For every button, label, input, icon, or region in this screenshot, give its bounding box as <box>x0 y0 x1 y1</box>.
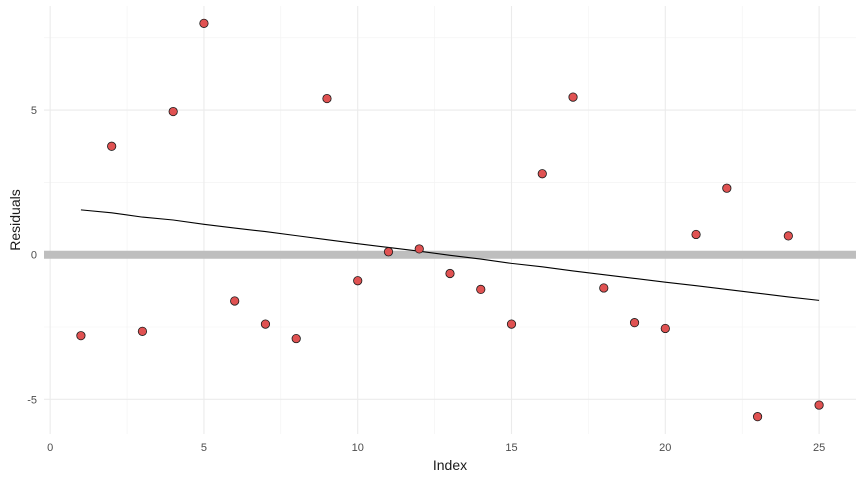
data-point <box>752 412 763 422</box>
x-tick-label: 5 <box>201 442 207 454</box>
data-point <box>537 169 547 179</box>
data-point <box>230 296 240 306</box>
x-tick-label: 20 <box>659 442 671 454</box>
data-point <box>322 93 332 104</box>
data-point <box>76 331 86 341</box>
data-point <box>506 319 517 329</box>
data-point <box>568 92 578 102</box>
x-tick-labels: 0 5 10 15 20 25 <box>47 442 825 454</box>
data-point <box>691 229 701 240</box>
data-point <box>476 284 486 295</box>
data-point <box>445 268 455 279</box>
trend-line <box>80 209 820 301</box>
data-point <box>783 231 793 241</box>
data-point <box>629 318 640 328</box>
y-axis-title: Residuals <box>7 189 23 250</box>
x-axis-title: Index <box>433 457 467 473</box>
minor-grid <box>44 6 856 434</box>
y-tick-label: -5 <box>27 394 37 406</box>
data-point <box>383 247 394 257</box>
x-tick-label: 15 <box>505 442 517 454</box>
data-point <box>291 333 301 344</box>
x-tick-label: 10 <box>352 442 364 454</box>
data-point <box>168 106 178 117</box>
y-tick-labels: -5 0 5 <box>27 105 37 406</box>
y-tick-label: 0 <box>31 250 37 262</box>
data-point <box>660 323 670 334</box>
data-points <box>76 18 824 422</box>
y-tick-label: 5 <box>31 105 37 117</box>
x-tick-label: 0 <box>47 442 53 454</box>
data-point <box>599 283 609 293</box>
data-point <box>199 18 209 28</box>
data-point <box>722 183 732 193</box>
major-grid <box>44 6 856 434</box>
data-point <box>107 141 117 151</box>
data-point <box>137 326 148 336</box>
data-point <box>814 400 824 410</box>
x-tick-label: 25 <box>813 442 825 454</box>
data-point <box>260 319 271 329</box>
data-point <box>353 276 363 286</box>
data-point <box>414 244 424 254</box>
